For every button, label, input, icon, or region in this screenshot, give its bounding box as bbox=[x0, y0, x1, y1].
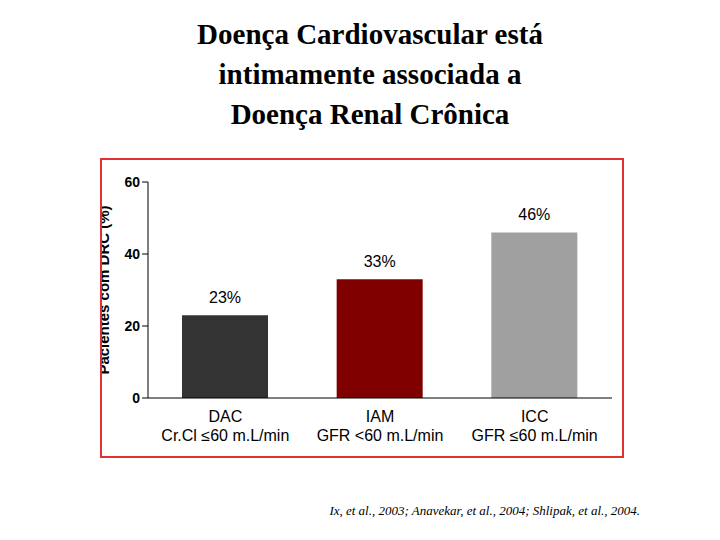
svg-text:ICCGFR ≤60 m.L/min: ICCGFR ≤60 m.L/min bbox=[472, 408, 598, 444]
svg-text:33%: 33% bbox=[364, 253, 396, 270]
svg-text:0: 0 bbox=[132, 390, 140, 406]
svg-text:20: 20 bbox=[124, 318, 140, 334]
svg-text:Pacientes com DRC (%): Pacientes com DRC (%) bbox=[102, 205, 112, 374]
svg-text:IAMGFR <60 m.L/min: IAMGFR <60 m.L/min bbox=[317, 408, 444, 444]
html-text:Ix, et al., 2003; Anavekar, et: Ix, et al., 2003; Anavekar, et al., 2004… bbox=[329, 503, 640, 518]
svg-text:60: 60 bbox=[124, 174, 140, 190]
svg-text:46%: 46% bbox=[518, 206, 550, 223]
html-text:Doença Cardiovascular está int: Doença Cardiovascular está intimamente a… bbox=[197, 18, 543, 130]
svg-text:DACCr.Cl ≤60 m.L/min: DACCr.Cl ≤60 m.L/min bbox=[161, 408, 289, 444]
svg-text:40: 40 bbox=[124, 246, 140, 262]
svg-text:23%: 23% bbox=[209, 289, 241, 306]
